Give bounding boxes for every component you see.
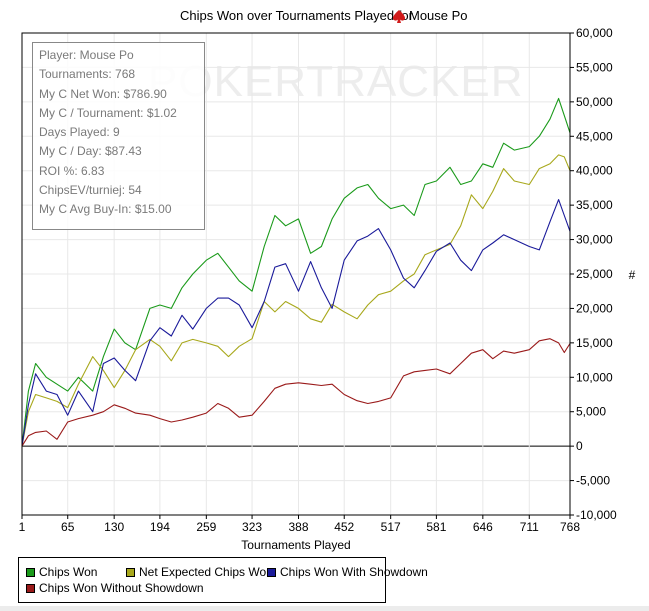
x-tick-label: 452 [334,520,354,534]
stats-box: Player: Mouse Po Tournaments: 768 My C N… [32,42,205,230]
x-tick-label: 259 [196,520,216,534]
y-tick-label: 5,000 [576,405,606,419]
x-tick-label: 711 [520,520,539,534]
y-tick-label: 10,000 [576,370,613,384]
x-tick-label: 1 [19,520,26,534]
legend-label: Net Expected Chips Won [139,565,273,579]
series-line-chips-won-without-showdown [21,338,571,447]
y-tick-label: 20,000 [576,301,613,315]
y-tick-label: -5,000 [576,474,610,488]
y-tick-label: 25,000 [576,267,613,281]
stat-tournaments: Tournaments: 768 [39,67,136,82]
legend-swatch [126,567,135,577]
stat-per-tournament: My C / Tournament: $1.02 [39,105,177,120]
series-line-chips-won [21,97,571,447]
stat-player: Player: Mouse Po [39,48,134,62]
x-tick-label: 323 [242,520,262,534]
legend-item-chips-won[interactable]: Chips Won [26,565,97,579]
legend-swatch [26,583,35,593]
legend-label: Chips Won Without Showdown [39,581,204,595]
y-tick-label: 45,000 [576,129,613,143]
x-tick-label: 130 [104,520,124,534]
player-name: Mouse Po [409,8,468,23]
legend-swatch [26,567,35,577]
y-axis-label: # [629,268,636,282]
y-tick-label: 30,000 [576,233,613,247]
stat-avg-buyin: My C Avg Buy-In: $15.00 [39,202,172,217]
y-tick-label: 55,000 [576,60,613,74]
y-tick-label: -10,000 [576,508,617,522]
x-tick-label: 388 [288,520,308,534]
legend-label: Chips Won With Showdown [280,565,428,579]
stat-chipsev: ChipsEV/turniej: 54 [39,183,142,198]
watermark: POKERTRACKER [148,57,524,106]
red-spade-icon [393,10,405,23]
y-tick-label: 60,000 [576,26,613,40]
y-tick-label: 15,000 [576,336,613,350]
stat-per-day: My C / Day: $87.43 [39,144,142,159]
x-axis: 1 65 130 194 259 323 388 452 517 581 646 711 768 [19,515,580,534]
chart-title: Chips Won over Tournaments Played for [180,8,414,23]
legend-swatch [267,567,276,577]
legend-item-without-showdown[interactable]: Chips Won Without Showdown [26,581,204,595]
y-axis: 60,000 55,000 50,000 45,000 40,000 35,000 30,0… [570,26,617,522]
stat-net-won: My C Net Won: $786.90 [39,86,167,101]
legend-item-with-showdown[interactable]: Chips Won With Showdown [267,565,428,579]
y-tick-label: 40,000 [576,164,613,178]
legend-label: Chips Won [39,565,98,579]
stat-days-played: Days Played: 9 [39,125,120,140]
legend: Chips Won Net Expected Chips Won Chips W… [18,557,428,603]
series-lines [21,97,571,447]
x-axis-label: Tournaments Played [241,538,350,552]
legend-item-net-expected[interactable]: Net Expected Chips Won [126,565,273,579]
x-tick-label: 768 [560,520,580,534]
x-tick-label: 517 [381,520,401,534]
x-tick-label: 194 [150,520,170,534]
series-line-chips-won-with-showdown [21,199,571,447]
y-tick-label: 50,000 [576,95,613,109]
series-line-net-expected-chips-won [21,154,571,447]
y-tick-label: 35,000 [576,198,613,212]
y-tick-label: 0 [576,439,583,453]
x-tick-label: 65 [61,520,75,534]
x-tick-label: 646 [473,520,493,534]
bottom-strip [0,606,649,611]
x-tick-label: 581 [426,520,446,534]
stat-roi: ROI %: 6.83 [39,163,105,178]
